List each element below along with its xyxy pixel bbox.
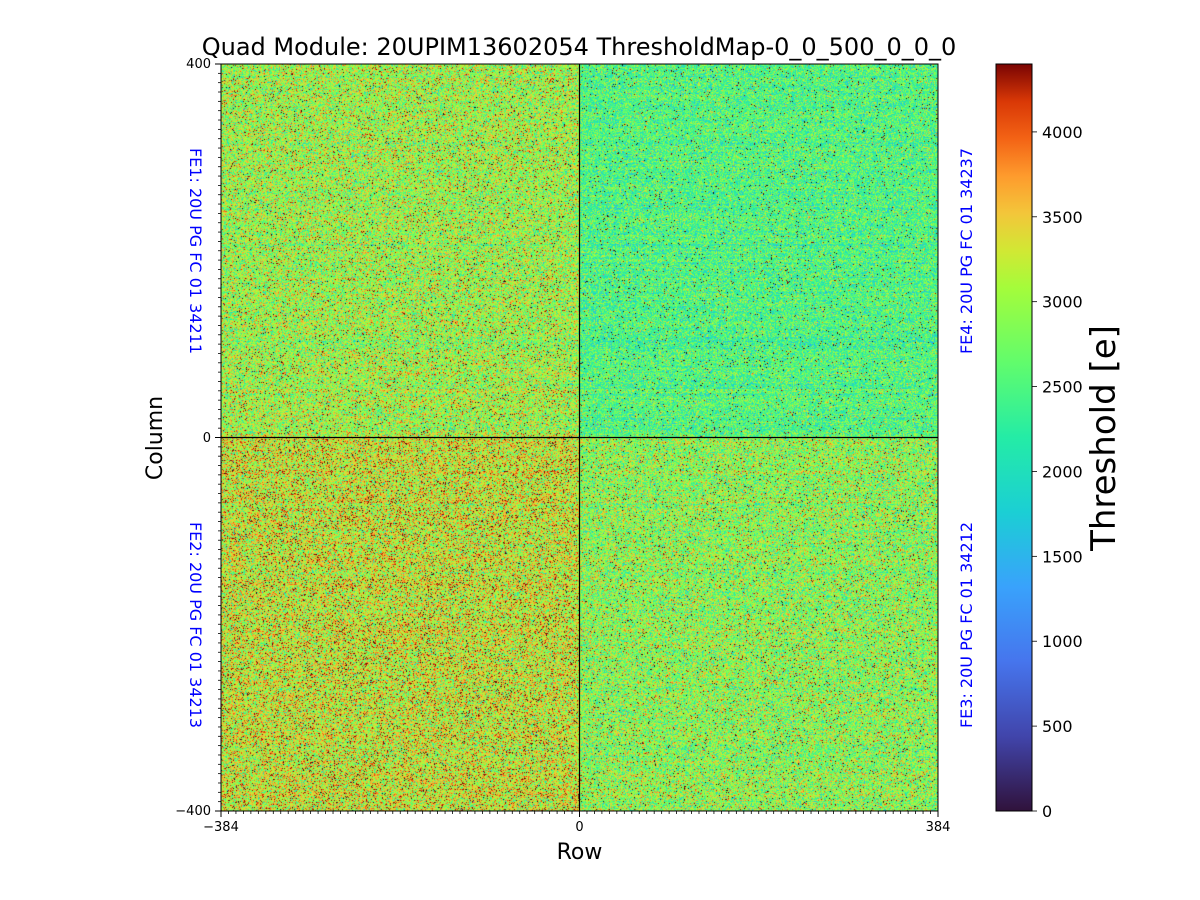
minor-ticks (218, 63, 939, 814)
x-axis-label: Row (557, 840, 603, 865)
colorbar-ticks: 0 500 1000 1500 2000 2500 3000 3500 4000 (1032, 123, 1083, 821)
colorbar-label: Threshold [e] (1084, 325, 1124, 552)
colorbar-tick-label: 3500 (1042, 208, 1083, 227)
y-tick-label: 400 (186, 57, 211, 72)
fe4-label: FE4: 20U PG FC 01 34237 (957, 148, 976, 354)
y-axis-label: Column (143, 396, 168, 480)
fe3-label: FE3: 20U PG FC 01 34212 (957, 522, 976, 728)
x-tick-label: −384 (203, 820, 239, 835)
y-tick-label: 0 (203, 431, 211, 446)
colorbar-frame (995, 63, 1033, 812)
colorbar-tick-label: 1000 (1042, 632, 1083, 651)
colorbar-tick-label: 2000 (1042, 462, 1083, 481)
colorbar-tick-label: 2500 (1042, 378, 1083, 397)
fe1-label: FE1: 20U PG FC 01 34211 (186, 148, 205, 354)
chart-title: Quad Module: 20UPIM13602054 ThresholdMap… (202, 33, 957, 61)
colorbar-tick-label: 500 (1042, 717, 1073, 736)
y-tick-label: −400 (175, 804, 211, 819)
colorbar-tick-label: 0 (1042, 802, 1052, 821)
x-tick-label: 384 (926, 820, 951, 835)
x-tick-label: 0 (575, 820, 583, 835)
major-ticks (215, 63, 939, 817)
colorbar (996, 64, 1032, 811)
fe2-label: FE2: 20U PG FC 01 34213 (186, 522, 205, 728)
colorbar-tick-label: 4000 (1042, 123, 1083, 142)
colorbar-tick-label: 3000 (1042, 293, 1083, 312)
colorbar-tick-label: 1500 (1042, 547, 1083, 566)
